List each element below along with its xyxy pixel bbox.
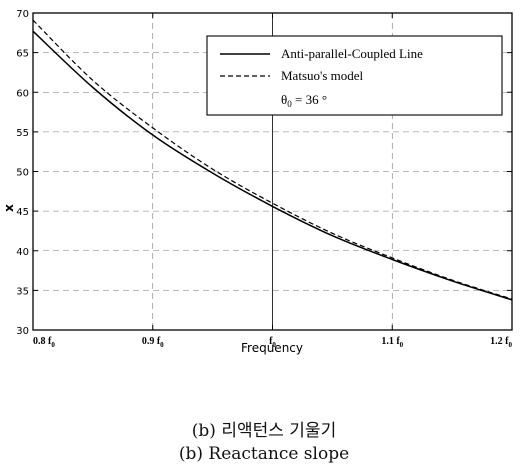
legend-label-series-2: Matsuo's model xyxy=(281,68,364,83)
series-lines xyxy=(32,19,513,301)
legend: Anti-parallel-Coupled Line Matsuo's mode… xyxy=(206,35,503,116)
y-tick-label: 50 xyxy=(16,168,29,179)
x-tick-label: 1.1 f0 xyxy=(381,336,403,349)
x-axis-label: Frequency xyxy=(241,341,303,355)
y-tick-label: 60 xyxy=(16,88,29,99)
series-line-2 xyxy=(32,19,513,300)
legend-annotation: θ0 = 36 ° xyxy=(281,92,327,109)
x-tick-label: 1.2 f0 xyxy=(490,336,512,349)
y-tick-label: 45 xyxy=(16,207,29,218)
figure-caption-english: (b) Reactance slope xyxy=(178,444,350,464)
y-tick-label: 65 xyxy=(16,49,29,60)
y-tick-label: 40 xyxy=(16,247,29,258)
x-tick-label: f0 xyxy=(269,336,276,349)
y-tick-label: 30 xyxy=(16,326,29,337)
x-tick-label: 0.9 f0 xyxy=(142,336,164,349)
x-tick-labels: 0.8 f0 0.9 f0 f0 1.1 f0 1.2 f0 xyxy=(33,336,513,349)
legend-label-series-1: Anti-parallel-Coupled Line xyxy=(281,46,423,61)
y-tick-labels: 30 35 40 45 50 55 60 65 70 xyxy=(16,9,29,337)
figure-caption-korean: (b) 리액턴스 기울기 xyxy=(191,421,337,441)
y-tick-label: 35 xyxy=(16,286,29,297)
series-line-1 xyxy=(32,30,513,301)
y-tick-label: 70 xyxy=(16,9,29,20)
x-tick-label: 0.8 f0 xyxy=(33,336,55,349)
y-axis-label: x xyxy=(2,204,16,212)
axis-ticks xyxy=(32,12,513,331)
y-tick-label: 55 xyxy=(16,128,29,139)
